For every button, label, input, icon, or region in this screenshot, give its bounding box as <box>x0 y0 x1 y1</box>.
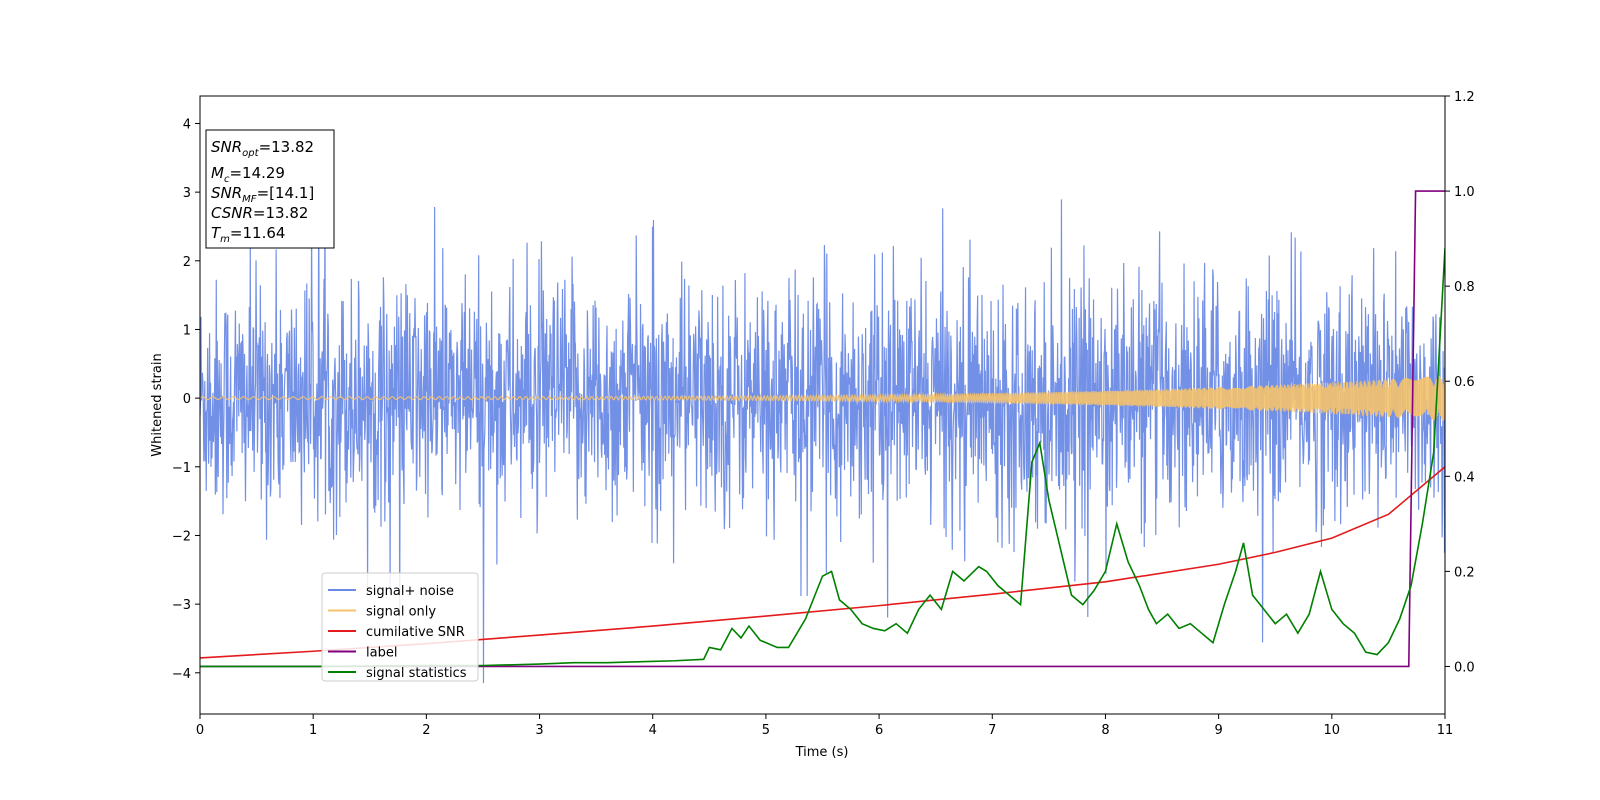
annotation-value: =13.82 <box>259 138 315 156</box>
y-tick-label-right: 1.2 <box>1454 90 1475 105</box>
x-tick-label: 6 <box>875 723 883 738</box>
x-tick-label: 2 <box>422 723 430 738</box>
annotation-line: Mc=14.29 <box>211 164 285 185</box>
series-label <box>200 190 1445 668</box>
series-signal-statistics <box>200 248 1445 668</box>
y-tick-label-right: 0.8 <box>1454 280 1475 295</box>
annotation-sub: MF <box>242 194 257 205</box>
annotation-sub: opt <box>242 148 259 159</box>
series-signal-only <box>200 375 1445 421</box>
y-tick-label-left: −3 <box>172 598 191 613</box>
y-tick-label-left: −2 <box>172 529 191 544</box>
y-tick-label-right: 1.0 <box>1454 185 1475 200</box>
annotation-value: =13.82 <box>253 204 309 222</box>
x-axis-label: Time (s) <box>795 745 849 760</box>
annotation-var: SNR <box>211 184 242 202</box>
annotation-line: Tm=11.64 <box>211 224 285 245</box>
y-tick-label-right: 0.4 <box>1454 470 1475 485</box>
y-tick-label-right: 0.0 <box>1454 660 1475 675</box>
legend-label: signal only <box>366 605 436 620</box>
legend-label: signal+ noise <box>366 584 454 599</box>
annotation-var: SNR <box>211 138 242 156</box>
annotation-value: =14.29 <box>229 164 285 182</box>
annotation-box: SNRopt=13.82Mc=14.29SNRMF=[14.1]CSNR=13.… <box>205 129 335 249</box>
annotation-sub: c <box>224 174 230 185</box>
x-tick-label: 4 <box>649 723 657 738</box>
y-tick-label-left: 1 <box>183 323 191 338</box>
y-tick-label-left: 0 <box>183 392 191 407</box>
y-axis-label: Whitened strain <box>150 353 165 456</box>
annotation-var: T <box>211 224 222 242</box>
y-tick-label-right: 0.2 <box>1454 565 1475 580</box>
x-tick-label: 3 <box>535 723 543 738</box>
legend-label: signal statistics <box>366 666 467 681</box>
annotation-line: SNRMF=[14.1] <box>211 184 314 205</box>
x-tick-label: 7 <box>988 723 996 738</box>
annotation-var: M <box>211 164 224 182</box>
x-tick-label: 5 <box>762 723 770 738</box>
x-tick-label: 8 <box>1101 723 1109 738</box>
x-tick-label: 9 <box>1214 723 1222 738</box>
y-tick-label-left: −1 <box>172 461 191 476</box>
annotation-var: CSNR <box>211 204 253 222</box>
annotation-line: SNRopt=13.82 <box>211 138 314 159</box>
x-tick-label: 11 <box>1437 723 1454 738</box>
x-tick-label: 1 <box>309 723 317 738</box>
annotation-sub: m <box>220 234 230 245</box>
legend: signal+ noise signal only cumilative SNR la… <box>321 572 479 682</box>
y-tick-label-right: 0.6 <box>1454 375 1475 390</box>
y-tick-label-left: −4 <box>172 667 191 682</box>
annotation-value: =[14.1] <box>257 184 315 202</box>
legend-label: label <box>366 646 397 661</box>
annotation-value: =11.64 <box>230 224 286 242</box>
annotation-line: CSNR=13.82 <box>211 204 308 222</box>
x-tick-label: 0 <box>196 723 204 738</box>
legend-label: cumilative SNR <box>366 625 465 640</box>
y-tick-label-left: 4 <box>183 117 191 132</box>
x-tick-label: 10 <box>1324 723 1341 738</box>
y-tick-label-left: 3 <box>183 186 191 201</box>
series-signal-noise <box>200 175 1445 684</box>
y-tick-label-left: 2 <box>183 255 191 270</box>
plot-frame <box>199 95 1446 715</box>
